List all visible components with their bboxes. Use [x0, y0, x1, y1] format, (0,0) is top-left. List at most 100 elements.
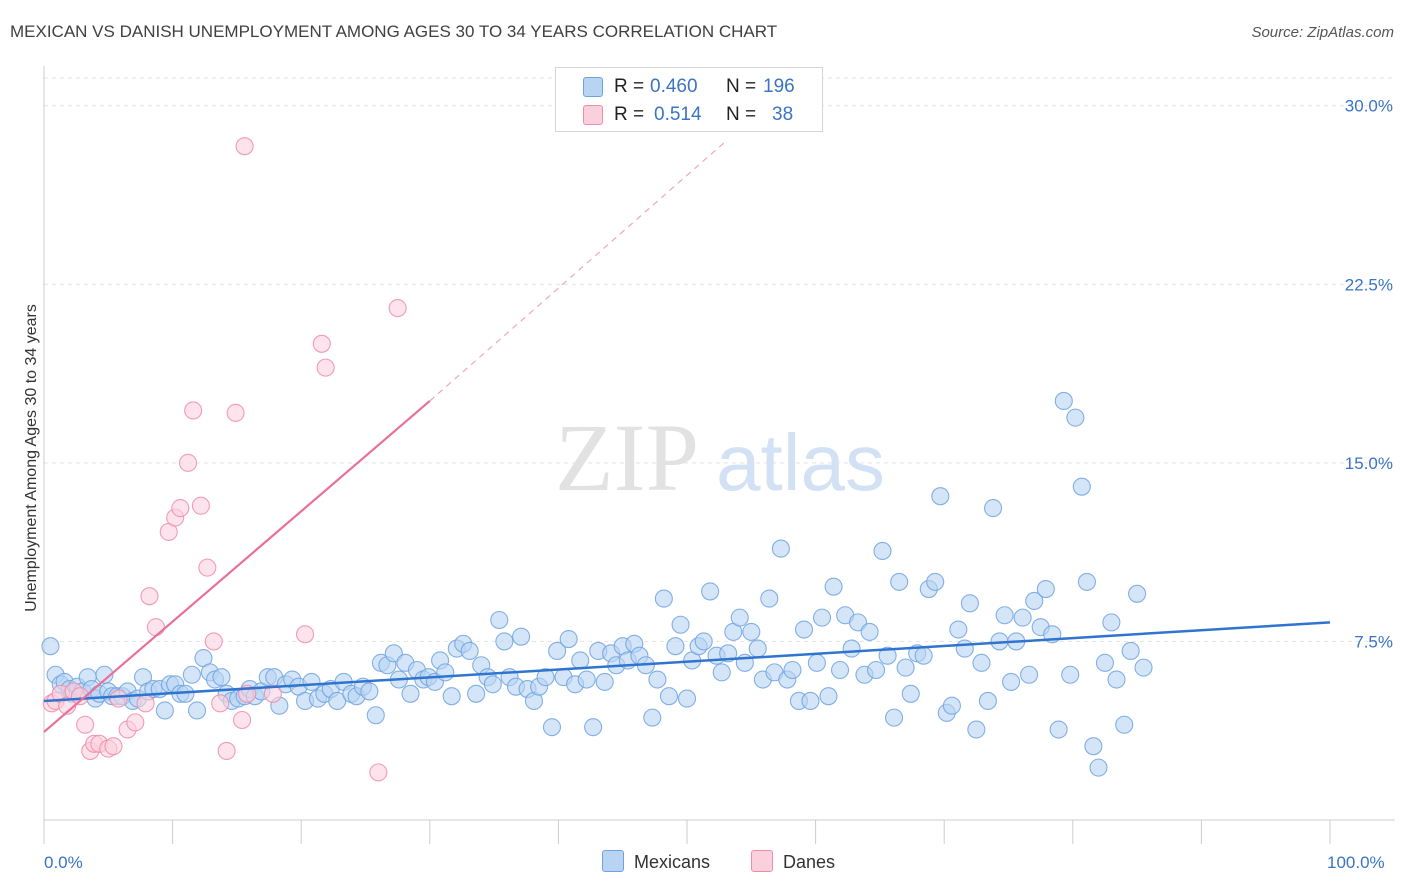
- danes-point: [369, 763, 388, 782]
- danes-point: [70, 687, 90, 706]
- mexicans-point: [495, 632, 514, 651]
- danes-point: [226, 403, 245, 422]
- trend-lines: [43, 140, 1331, 733]
- legend-swatch-danes: [751, 850, 773, 872]
- mexicans-point: [748, 639, 767, 658]
- mexicans-point: [942, 696, 961, 715]
- watermark-atlas: atlas: [716, 418, 885, 507]
- mexicans-point: [182, 665, 201, 684]
- legend-label-danes: Danes: [783, 852, 836, 872]
- y-tick-labels: 7.5% 15.0% 22.5% 30.0%: [1345, 97, 1393, 652]
- danes-point: [235, 137, 254, 156]
- danes-n-label: N =: [726, 104, 757, 125]
- mexicans-point: [890, 572, 909, 591]
- mexicans-point: [1072, 477, 1091, 496]
- stats-box: R = 0.460 N = 196 R = 0.514 N = 38: [555, 67, 823, 132]
- stats-row-danes: R = 0.514 N = 38: [556, 101, 822, 129]
- axes: [43, 66, 1395, 844]
- danes-point: [211, 694, 230, 713]
- mexicans-point: [1095, 653, 1114, 672]
- mexicans-point: [41, 637, 60, 656]
- mexicans-point: [187, 701, 207, 720]
- mexicans-point: [677, 689, 697, 708]
- danes-swatch: [583, 105, 603, 125]
- mexicans-point: [654, 589, 673, 608]
- mexicans-point: [926, 572, 945, 591]
- mexicans-point: [1036, 579, 1055, 599]
- mexicans-point: [1020, 665, 1039, 684]
- danes-point: [312, 334, 331, 353]
- legend-item-mexicans[interactable]: Mexicans: [602, 850, 710, 873]
- mexicans-point: [1002, 672, 1021, 691]
- mexicans-point: [328, 691, 347, 711]
- mexicans-point: [571, 651, 590, 670]
- mexicans-point: [483, 675, 502, 694]
- mexicans-point: [783, 660, 802, 680]
- mexicans-point: [901, 684, 920, 703]
- mexicans-point: [960, 594, 979, 613]
- mexicans-point: [302, 672, 321, 691]
- mexicans-point: [1025, 591, 1044, 611]
- danes-point: [109, 689, 128, 708]
- mexicans-point: [584, 718, 603, 737]
- danes-point: [198, 558, 217, 577]
- mexicans-point: [955, 639, 974, 658]
- mexicans-trend-line: [43, 621, 1331, 703]
- mexicans-point: [1066, 408, 1085, 427]
- danes-point: [171, 499, 190, 518]
- danes-point: [136, 694, 155, 713]
- legend-label-mexicans: Mexicans: [634, 852, 711, 872]
- mexicans-point: [807, 653, 826, 672]
- mexicans-point: [824, 577, 843, 596]
- y-tick-label: 22.5%: [1345, 275, 1393, 294]
- danes-point: [316, 358, 335, 377]
- mexicans-point: [719, 644, 738, 663]
- mexicans-point: [794, 620, 814, 639]
- chart-title: MEXICAN VS DANISH UNEMPLOYMENT AMONG AGE…: [10, 22, 778, 41]
- watermark-zip: ZIP: [555, 404, 699, 511]
- mexicans-point: [1013, 608, 1032, 627]
- mexicans-point: [984, 499, 1003, 518]
- mexicans-point: [490, 610, 509, 630]
- mexicans-point: [760, 589, 779, 608]
- mexicans-point: [967, 720, 986, 739]
- mexicans-point: [1084, 737, 1103, 756]
- mexicans-point: [460, 641, 479, 661]
- danes-point: [388, 299, 407, 318]
- mexicans-point: [659, 687, 679, 706]
- danes-point: [126, 713, 145, 732]
- danes-points: [42, 137, 407, 782]
- mexicans-point: [1121, 641, 1140, 661]
- danes-point: [296, 625, 315, 644]
- danes-trend-extension: [429, 140, 726, 402]
- mexicans-point: [949, 620, 968, 639]
- mexicans-point: [842, 639, 861, 658]
- mexicans-point: [436, 663, 455, 682]
- stats-row-mexicans: R = 0.460 N = 196: [556, 73, 822, 101]
- source-label: Source: ZipAtlas.com: [1251, 24, 1394, 41]
- mexicans-point: [1089, 758, 1108, 777]
- mexicans-point: [995, 606, 1014, 625]
- mexicans-point: [666, 637, 685, 656]
- mexicans-point: [801, 691, 820, 711]
- mexicans-point: [830, 660, 850, 680]
- mexicans-point: [884, 708, 904, 727]
- legend-item-danes[interactable]: Danes: [751, 850, 835, 873]
- mexicans-point: [972, 653, 991, 672]
- mexicans-point: [212, 668, 231, 687]
- mexicans-point: [866, 660, 886, 680]
- mexicans-point: [1049, 720, 1068, 739]
- mexicans-point: [896, 658, 915, 677]
- mexicans-point: [1134, 658, 1153, 677]
- mexicans-point: [1061, 665, 1080, 684]
- danes-point: [76, 715, 95, 734]
- mexicans-point: [542, 718, 562, 737]
- mexicans-point: [360, 682, 379, 701]
- y-tick-label: 30.0%: [1345, 97, 1393, 116]
- mexicans-point: [914, 646, 933, 665]
- mexicans-point: [1107, 670, 1126, 689]
- danes-n-value: 38: [772, 104, 794, 125]
- danes-point: [232, 710, 252, 730]
- mexicans-point: [771, 539, 790, 558]
- mexicans-point: [401, 684, 420, 703]
